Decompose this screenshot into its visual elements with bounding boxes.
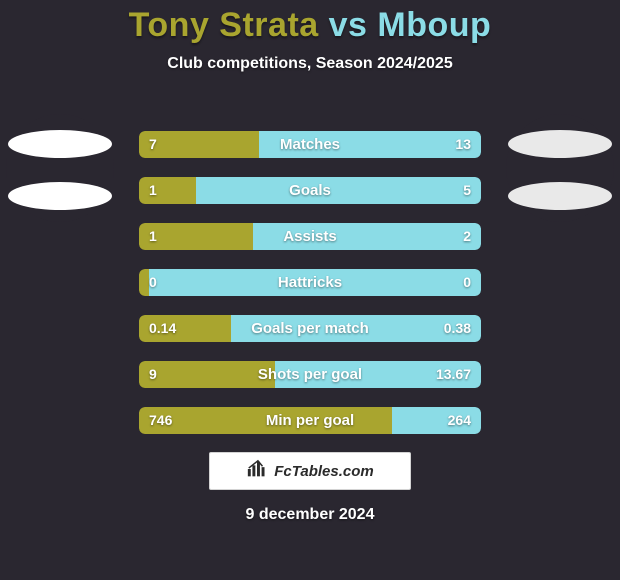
- bar-row: Min per goal746264: [139, 407, 481, 434]
- bar-value-left: 7: [149, 131, 157, 158]
- source-badge-text: FcTables.com: [274, 463, 373, 480]
- portrait-shape: [8, 130, 112, 158]
- bar-row: Goals15: [139, 177, 481, 204]
- subtitle: Club competitions, Season 2024/2025: [0, 55, 620, 73]
- portrait-shape: [508, 182, 612, 210]
- bar-right-fill: [259, 131, 481, 158]
- bar-value-left: 746: [149, 407, 172, 434]
- player2-portrait: [506, 114, 614, 222]
- bar-value-left: 9: [149, 361, 157, 388]
- bar-right-fill: [149, 269, 481, 296]
- bar-value-right: 13.67: [436, 361, 471, 388]
- bar-row: Goals per match0.140.38: [139, 315, 481, 342]
- bar-value-right: 2: [463, 223, 471, 250]
- bar-right-fill: [253, 223, 481, 250]
- bar-value-left: 1: [149, 177, 157, 204]
- bar-value-left: 0: [149, 269, 157, 296]
- bar-value-right: 13: [455, 131, 471, 158]
- bars-icon: [246, 458, 268, 485]
- bar-left-fill: [139, 177, 196, 204]
- bar-row: Hattricks00: [139, 269, 481, 296]
- bar-row: Shots per goal913.67: [139, 361, 481, 388]
- page-title: Tony Strata vs Mboup: [0, 6, 620, 45]
- bar-left-fill: [139, 269, 149, 296]
- bar-value-left: 0.14: [149, 315, 176, 342]
- portrait-shape: [508, 130, 612, 158]
- bar-value-right: 0.38: [444, 315, 471, 342]
- player1-name: Tony Strata: [129, 6, 319, 44]
- vs-label: vs: [329, 6, 368, 44]
- portrait-shape: [8, 182, 112, 210]
- bar-left-fill: [139, 407, 392, 434]
- bar-right-fill: [196, 177, 481, 204]
- bar-row: Assists12: [139, 223, 481, 250]
- bar-value-right: 0: [463, 269, 471, 296]
- comparison-infographic: Tony Strata vs Mboup Club competitions, …: [0, 6, 620, 580]
- player2-name: Mboup: [377, 6, 491, 44]
- bar-value-right: 264: [448, 407, 471, 434]
- bar-value-right: 5: [463, 177, 471, 204]
- player1-portrait: [6, 114, 114, 222]
- source-badge[interactable]: FcTables.com: [209, 452, 411, 490]
- bar-left-fill: [139, 361, 275, 388]
- date-label: 9 december 2024: [0, 506, 620, 524]
- bar-row: Matches713: [139, 131, 481, 158]
- comparison-bars: Matches713Goals15Assists12Hattricks00Goa…: [139, 131, 481, 453]
- bar-value-left: 1: [149, 223, 157, 250]
